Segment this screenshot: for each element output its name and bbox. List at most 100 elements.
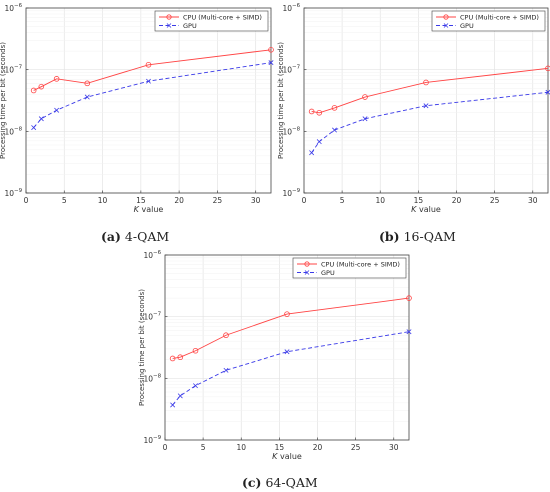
gpu-data-point bbox=[284, 349, 290, 355]
x-tick-label: 0 bbox=[24, 196, 29, 205]
cpu-data-point bbox=[145, 61, 152, 68]
y-tick-exponent: −6 bbox=[153, 250, 162, 256]
cpu-data-point bbox=[406, 295, 412, 301]
cpu-data-point bbox=[423, 79, 429, 86]
cpu-data-point bbox=[308, 108, 315, 115]
legend-label: GPU bbox=[321, 269, 335, 277]
legend-box-b bbox=[431, 10, 546, 32]
y-tick-label: 10 bbox=[282, 189, 292, 198]
y-tick-exponent: −8 bbox=[14, 126, 23, 132]
x-tick-label: 5 bbox=[62, 196, 67, 205]
series-line-cpu bbox=[311, 67, 549, 114]
cpu-data-point bbox=[30, 87, 37, 94]
y-tick-label: 10 bbox=[4, 127, 14, 136]
y-tick-exponent: −7 bbox=[14, 65, 23, 71]
caption-a-label: (a) bbox=[101, 229, 121, 244]
legend-box-a bbox=[154, 10, 269, 32]
gpu-data-point bbox=[54, 107, 60, 113]
cpu-data-point bbox=[177, 354, 184, 361]
axes-frame-b bbox=[303, 7, 549, 194]
caption-c-text: 64-QAM bbox=[265, 475, 318, 490]
x-tick-label: 20 bbox=[452, 196, 462, 205]
y-tick-exponent: −6 bbox=[14, 3, 23, 9]
x-tick-label: 25 bbox=[213, 196, 223, 205]
series-line-cpu bbox=[33, 49, 272, 91]
gpu-data-point bbox=[223, 367, 229, 373]
legend-marker-x bbox=[443, 23, 449, 28]
y-tick-label: 10 bbox=[143, 313, 153, 322]
cpu-data-point bbox=[192, 347, 199, 354]
x-tick-label: 10 bbox=[375, 196, 385, 205]
caption-b-label: (b) bbox=[379, 229, 400, 244]
y-tick-label: 10 bbox=[4, 66, 14, 75]
legend-marker-circle bbox=[304, 261, 310, 267]
legend-marker-x bbox=[304, 270, 310, 275]
caption-a-text: 4-QAM bbox=[124, 229, 170, 244]
x-axis-label: K value bbox=[411, 205, 441, 214]
legend-label: GPU bbox=[460, 22, 474, 30]
y-tick-label: 10 bbox=[282, 4, 292, 13]
legend-label: CPU (Multi-core + SIMD) bbox=[460, 13, 539, 21]
y-tick-exponent: −9 bbox=[14, 188, 23, 194]
legend-marker-circle bbox=[166, 14, 172, 20]
plot-area-c bbox=[165, 255, 409, 440]
axes-frame-a bbox=[25, 7, 272, 194]
gpu-data-point bbox=[423, 103, 429, 109]
gpu-data-point bbox=[170, 402, 176, 408]
y-tick-label: 10 bbox=[4, 4, 14, 13]
gpu-data-point bbox=[316, 139, 322, 145]
x-tick-label: 25 bbox=[490, 196, 500, 205]
y-tick-label: 10 bbox=[143, 374, 153, 383]
gpu-data-point bbox=[332, 127, 337, 133]
x-axis-label: K value bbox=[134, 205, 164, 214]
gpu-data-point bbox=[268, 60, 274, 66]
cpu-data-point bbox=[284, 311, 290, 317]
x-tick-label: 15 bbox=[275, 443, 285, 452]
y-tick-label: 10 bbox=[143, 436, 153, 445]
x-tick-label: 30 bbox=[251, 196, 261, 205]
x-tick-label: 15 bbox=[136, 196, 146, 205]
x-tick-label: 30 bbox=[528, 196, 538, 205]
cpu-data-point bbox=[169, 355, 176, 362]
x-tick-label: 15 bbox=[414, 196, 424, 205]
gpu-data-point bbox=[406, 329, 412, 335]
y-tick-exponent: −9 bbox=[153, 435, 162, 441]
y-tick-label: 10 bbox=[4, 189, 14, 198]
cpu-data-point bbox=[38, 83, 45, 90]
gpu-data-point bbox=[38, 116, 44, 122]
plot-area-a bbox=[26, 8, 271, 193]
cpu-data-point bbox=[223, 332, 229, 339]
y-tick-exponent: −7 bbox=[292, 65, 301, 71]
series-line-cpu bbox=[172, 297, 410, 359]
x-tick-label: 0 bbox=[302, 196, 307, 205]
legend-marker-circle bbox=[443, 14, 449, 20]
caption-c: (c) 64-QAM bbox=[242, 475, 318, 490]
y-tick-label: 10 bbox=[282, 127, 292, 136]
legend-marker-x bbox=[166, 23, 172, 28]
gpu-data-point bbox=[31, 125, 37, 131]
caption-b-text: 16-QAM bbox=[403, 229, 456, 244]
gpu-data-point bbox=[362, 116, 368, 122]
legend-label: CPU (Multi-core + SIMD) bbox=[321, 260, 400, 268]
y-axis-label: Processing time per bit (seconds) bbox=[138, 289, 146, 406]
y-tick-exponent: −8 bbox=[292, 126, 301, 132]
x-tick-label: 25 bbox=[351, 443, 361, 452]
caption-a: (a) 4-QAM bbox=[101, 229, 169, 244]
cpu-data-point bbox=[331, 105, 338, 111]
gpu-data-point bbox=[146, 78, 151, 84]
y-tick-label: 10 bbox=[143, 251, 153, 260]
y-axis-label: Processing time per bit (seconds) bbox=[277, 42, 285, 159]
y-tick-exponent: −9 bbox=[292, 188, 301, 194]
x-axis-label: K value bbox=[272, 452, 302, 461]
y-tick-exponent: −6 bbox=[292, 3, 301, 9]
gpu-data-point bbox=[309, 150, 315, 156]
y-tick-exponent: −7 bbox=[153, 312, 162, 318]
x-tick-label: 20 bbox=[174, 196, 184, 205]
plot-area-b bbox=[304, 8, 548, 193]
caption-c-label: (c) bbox=[242, 475, 262, 490]
cpu-data-point bbox=[53, 76, 60, 82]
gpu-data-point bbox=[545, 89, 550, 95]
